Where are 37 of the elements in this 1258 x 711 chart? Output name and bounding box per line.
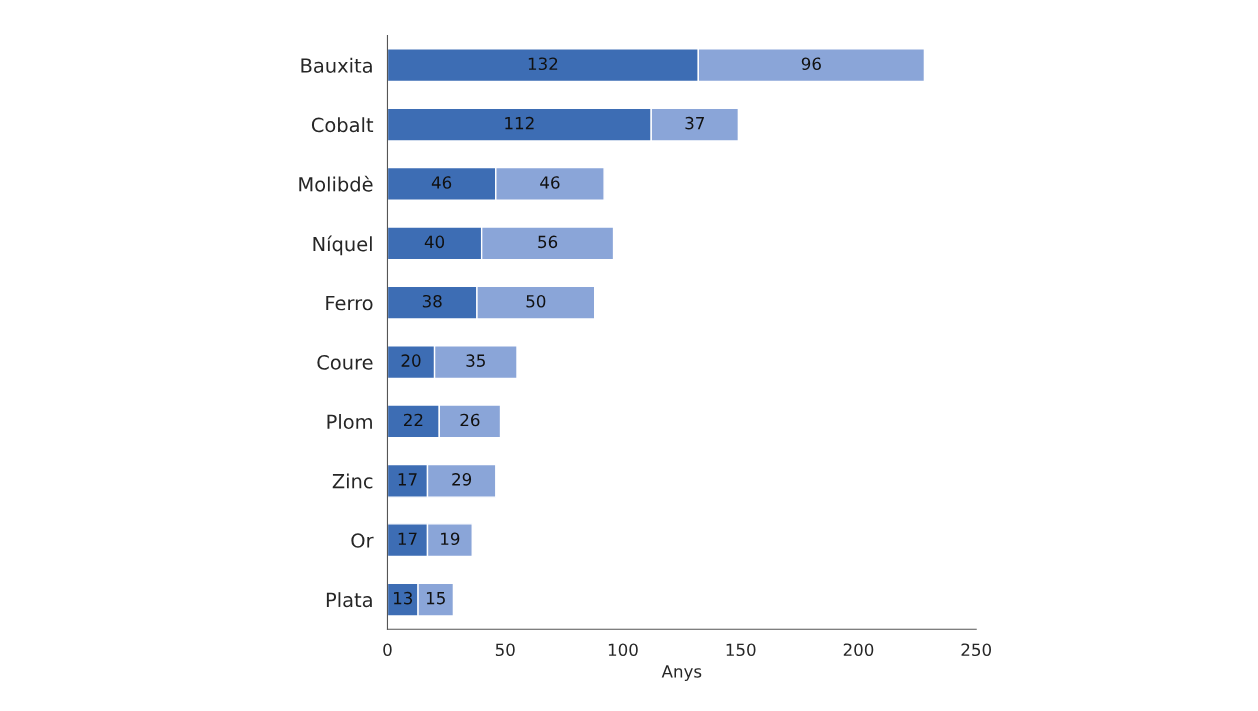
data-label: 26 [460, 413, 480, 427]
y-tick-label: Ferro [326, 295, 373, 311]
data-label: 38 [422, 294, 442, 308]
y-tick-label: Bauxita [301, 57, 372, 73]
data-label: 35 [466, 354, 485, 367]
data-label: 15 [426, 592, 445, 605]
x-tick-label: 250 [961, 643, 992, 657]
data-label: 132 [528, 57, 558, 71]
data-label: 17 [398, 473, 417, 486]
y-tick-label: Cobalt [311, 117, 374, 133]
data-label: 46 [540, 176, 560, 189]
data-label: 13 [394, 591, 413, 605]
y-tick-label: Níquel [313, 235, 372, 256]
data-label: 40 [424, 235, 445, 249]
y-tick-label: Plata [326, 592, 372, 608]
data-label: 22 [403, 413, 423, 427]
data-label: 96 [801, 57, 821, 71]
data-label: 17 [398, 532, 417, 545]
data-label: 50 [526, 294, 546, 308]
data-label: 37 [685, 116, 704, 130]
y-tick-label: Zinc [332, 473, 373, 489]
y-tick-label: Coure [317, 355, 373, 370]
data-label: 112 [505, 116, 534, 130]
x-tick-label: 50 [495, 643, 515, 657]
data-label: 19 [441, 532, 460, 546]
y-tick-label: Plom [327, 414, 372, 430]
data-label: 46 [431, 176, 452, 189]
data-label: 56 [538, 235, 558, 249]
x-tick-label: 0 [383, 643, 392, 657]
x-tick-label: 100 [608, 643, 638, 657]
x-tick-label: 200 [843, 643, 874, 657]
data-label: 29 [452, 473, 472, 486]
x-axis-title: Anys [661, 665, 702, 681]
x-tick-label: 150 [726, 643, 756, 657]
y-tick-label: Or [351, 533, 374, 548]
y-tick-label: Molibdè [299, 175, 373, 192]
data-label: 20 [401, 354, 421, 367]
